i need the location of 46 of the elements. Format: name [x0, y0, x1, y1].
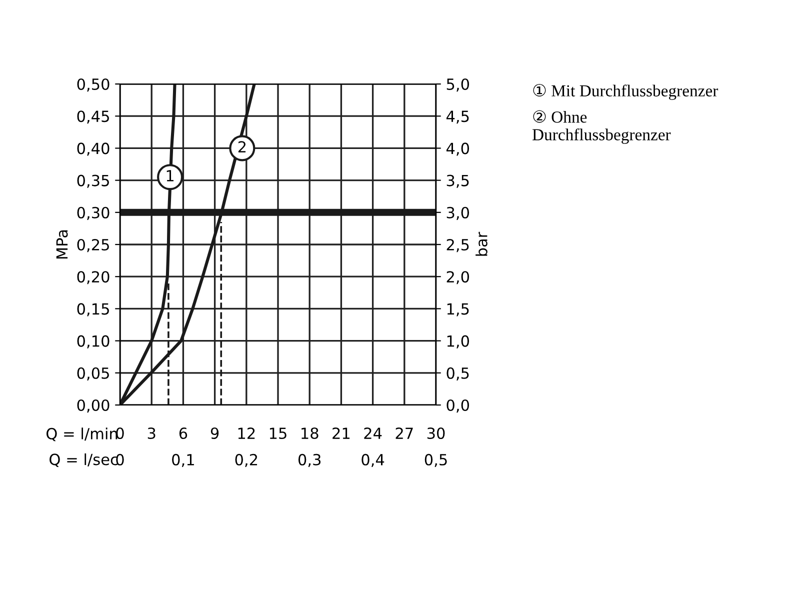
y-tick-label: 0,40: [77, 142, 110, 156]
x-tick-label: 6: [179, 427, 188, 440]
y2-tick-label: 4,0: [446, 142, 470, 156]
text: ① Mit Durchflussbegrenzer: [533, 84, 718, 100]
y-tick-label: 0,15: [77, 303, 109, 316]
y2-tick-label: 1,5: [447, 303, 469, 316]
x-tick-label: 15: [270, 428, 286, 440]
y2-tick-label: 2,5: [446, 238, 469, 252]
x2-tick-label: 0,3: [298, 454, 321, 467]
y2-tick-label: 1,0: [447, 335, 470, 348]
y-tick-label: 0,00: [77, 399, 110, 413]
annotation: 2: [238, 141, 246, 152]
x2-tick-label: 0,2: [235, 454, 258, 467]
x-tick-label: 21: [332, 427, 350, 439]
x-tick-label: 30: [427, 427, 445, 440]
y-tick-label: 0,20: [77, 271, 110, 284]
y-tick-label: 0,50: [77, 78, 110, 92]
x2-axis-title: Q = l/sec: [50, 453, 118, 467]
y-axis-title: MPa: [56, 230, 68, 259]
y-tick-label: 0,45: [77, 110, 109, 124]
x-tick-label: 3: [148, 427, 156, 440]
y2-tick-label: 2,0: [446, 271, 470, 284]
x-tick-label: 9: [210, 427, 219, 440]
x-tick-label: 18: [302, 427, 318, 440]
x2-tick-label: 0: [116, 454, 124, 466]
y2-tick-label: 0,0: [446, 399, 470, 413]
y2-tick-label: 3,0: [446, 206, 470, 220]
y2-tick-label: 0,5: [446, 367, 469, 380]
y-tick-label: 0,35: [77, 174, 109, 188]
y-tick-label: 0,30: [77, 206, 110, 220]
x2-tick-label: 0,1: [172, 454, 194, 467]
x-tick-label: 27: [396, 427, 413, 439]
y2-tick-label: 3,5: [446, 174, 469, 188]
x2-tick-label: 0,5: [424, 454, 447, 467]
y2-tick-label: 4,5: [446, 110, 469, 124]
y-tick-label: 0,05: [77, 367, 109, 380]
text: ② Ohne Durchflussbegrenzer: [532, 110, 671, 144]
x-axis-title: Q = l/min: [46, 428, 118, 442]
y-tick-label: 0,25: [77, 238, 109, 252]
x-tick-label: 12: [238, 427, 255, 439]
x2-tick-label: 0,4: [362, 454, 384, 467]
y2-axis-title: bar: [476, 232, 488, 256]
annotation: 1: [166, 170, 174, 182]
y2-tick-label: 5,0: [446, 78, 470, 92]
y-tick-label: 0,10: [77, 335, 110, 348]
x-tick-label: 24: [364, 427, 382, 439]
